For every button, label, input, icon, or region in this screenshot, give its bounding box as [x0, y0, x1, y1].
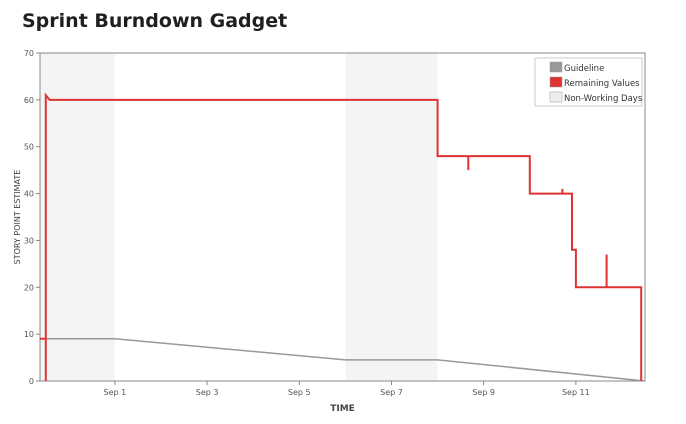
- x-axis-label: TIME: [330, 404, 355, 414]
- y-tick-label-50: 50: [24, 143, 34, 152]
- series-line-guideline: [40, 338, 646, 382]
- gadget-title: Sprint Burndown Gadget: [22, 10, 288, 32]
- y-tick-label-60: 60: [24, 96, 34, 105]
- y-tick-label-70: 70: [24, 49, 34, 58]
- y-tick-label-0: 0: [29, 377, 34, 386]
- y-axis: 0 10 20 30 40 50 60 70: [24, 49, 40, 386]
- x-tick-label-1: Sep 3: [196, 388, 219, 397]
- y-tick-label-30: 30: [24, 236, 34, 245]
- legend-label-non-working-days: Non-Working Days: [564, 94, 643, 104]
- y-axis-label: STORY POINT ESTIMATE: [13, 170, 22, 265]
- x-axis: Sep 1 Sep 3 Sep 5 Sep 7 Sep 9 Sep 11: [104, 381, 590, 397]
- legend-label-guideline: Guideline: [564, 64, 604, 74]
- series-line-remaining-values: [40, 92, 643, 381]
- x-tick-label-3: Sep 7: [380, 388, 403, 397]
- x-tick-label-4: Sep 9: [472, 388, 495, 397]
- series-layer: [40, 92, 646, 382]
- legend-swatch-guideline: [549, 61, 563, 73]
- x-tick-label-0: Sep 1: [104, 388, 127, 397]
- non-working-days-layer: [40, 53, 438, 381]
- legend-swatch-remaining-values: [549, 76, 563, 88]
- legend: Guideline Remaining Values Non-Working Day…: [534, 57, 643, 107]
- legend-label-remaining-values: Remaining Values: [564, 79, 640, 89]
- non-working-band-0: [40, 53, 115, 381]
- plot-area-frame: [39, 52, 646, 382]
- x-tick-label-5: Sep 11: [562, 388, 590, 397]
- non-working-band-1: [345, 53, 438, 381]
- legend-swatch-non-working-days: [549, 91, 563, 103]
- x-tick-label-2: Sep 5: [288, 388, 311, 397]
- y-tick-label-20: 20: [24, 283, 34, 292]
- y-tick-label-10: 10: [24, 330, 34, 339]
- y-tick-label-40: 40: [24, 190, 34, 199]
